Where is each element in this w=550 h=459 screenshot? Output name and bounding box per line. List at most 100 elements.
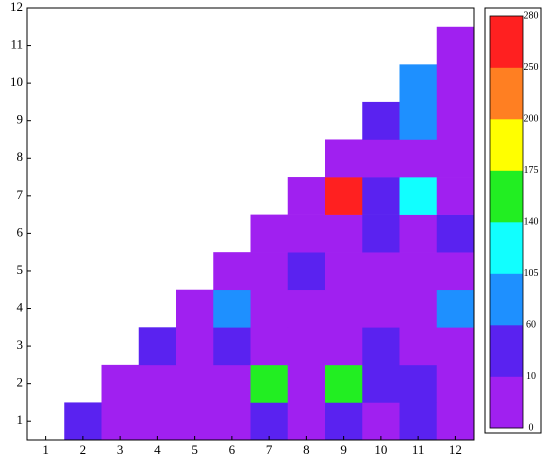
heat-cell [213,252,251,291]
y-tick-label: 3 [17,337,24,352]
heat-cell [138,364,177,403]
heat-cell [176,327,214,366]
colorbar-segment [490,376,523,429]
heat-cell [399,327,438,366]
y-tick-label: 4 [17,300,24,315]
heat-cell [362,402,400,441]
colorbar-tick-label: 200 [524,113,539,124]
heat-cell [213,289,251,328]
heat-cell [325,364,363,403]
heat-cell [436,214,475,253]
colorbar-segment [490,273,523,326]
heat-cell [176,364,214,403]
heat-cell [176,289,214,328]
heat-cell [287,177,326,215]
heat-cell [399,364,438,403]
colorbar-segment [490,119,523,171]
colorbar-tick-label: 105 [524,268,539,279]
heat-cell [287,327,326,366]
heat-cell [436,139,475,178]
x-tick-label: 4 [154,442,161,457]
heat-cell [436,402,475,441]
heat-cell [287,402,326,441]
heat-cell [250,252,289,291]
heat-cell [399,64,438,103]
x-tick-label: 9 [340,442,347,457]
y-tick-label: 8 [17,149,24,164]
x-tick-label: 5 [191,442,198,457]
heat-cell [399,177,438,215]
heat-cell [250,364,289,403]
heat-cell [399,402,438,441]
y-tick-label: 1 [17,412,24,427]
heat-cell [325,177,363,215]
heat-cell [399,214,438,253]
x-tick-label: 12 [449,442,462,457]
colorbar-segment [490,16,523,68]
colorbar-segment [490,67,523,120]
heat-cell [176,402,214,441]
heat-cell [287,252,326,291]
heat-cell [287,289,326,328]
colorbar-tick-label: 140 [524,216,539,227]
heat-cell [138,327,177,366]
heat-cell [101,364,140,403]
heat-cell [362,252,400,291]
heat-cell [250,214,289,253]
heat-cell [325,139,363,178]
heat-cell [325,214,363,253]
x-tick-label: 10 [374,442,387,457]
heat-cell [362,177,400,215]
heat-cell [325,252,363,291]
y-tick-label: 2 [17,375,24,390]
colorbar-segment [490,325,523,377]
y-tick-label: 5 [17,262,24,277]
x-tick-label: 6 [229,442,236,457]
heat-cell [325,327,363,366]
colorbar-tick-label: 175 [524,165,539,176]
heat-cell [436,26,475,65]
heat-cell [399,252,438,291]
x-tick-label: 8 [303,442,310,457]
x-tick-label: 3 [117,442,124,457]
heat-cell [138,402,177,441]
x-tick-label: 2 [80,442,87,457]
heat-cell [436,64,475,103]
heat-cell [436,327,475,366]
heat-cell [250,289,289,328]
heat-cell [250,402,289,441]
heat-cell [399,289,438,328]
heat-cell [362,139,400,178]
y-tick-label: 10 [10,74,23,89]
x-tick-label: 1 [42,442,49,457]
y-tick-label: 7 [17,187,24,202]
heat-cell [436,177,475,215]
colorbar-tick-label: 0 [529,422,534,433]
plot-frame [26,7,475,441]
heat-cell [399,101,438,140]
x-tick-label: 7 [266,442,273,457]
heat-cell [436,101,475,140]
heat-cell [436,289,475,328]
y-tick-label: 11 [10,37,23,52]
heat-cell [213,327,251,366]
colorbar-tick-label: 10 [526,371,536,382]
colorbar-segment [490,170,523,223]
heat-cell [362,214,400,253]
colorbar-segment [490,222,523,274]
y-tick-label: 9 [17,112,24,127]
heat-cell [250,327,289,366]
y-tick-label: 6 [17,224,24,239]
heat-cell [362,327,400,366]
colorbar-outline [489,15,524,429]
colorbar-tick-label: 250 [524,62,539,73]
heat-cell [213,402,251,441]
colorbar: 0 10 60 105 140 175 200 250 280 [484,7,542,434]
colorbar-tick-label: 280 [524,10,539,21]
heat-cell [213,364,251,403]
y-tick-label: 12 [10,0,23,14]
heat-cell [362,101,400,140]
heat-cell [64,402,102,441]
heat-cell [436,252,475,291]
heat-cell [436,364,475,403]
